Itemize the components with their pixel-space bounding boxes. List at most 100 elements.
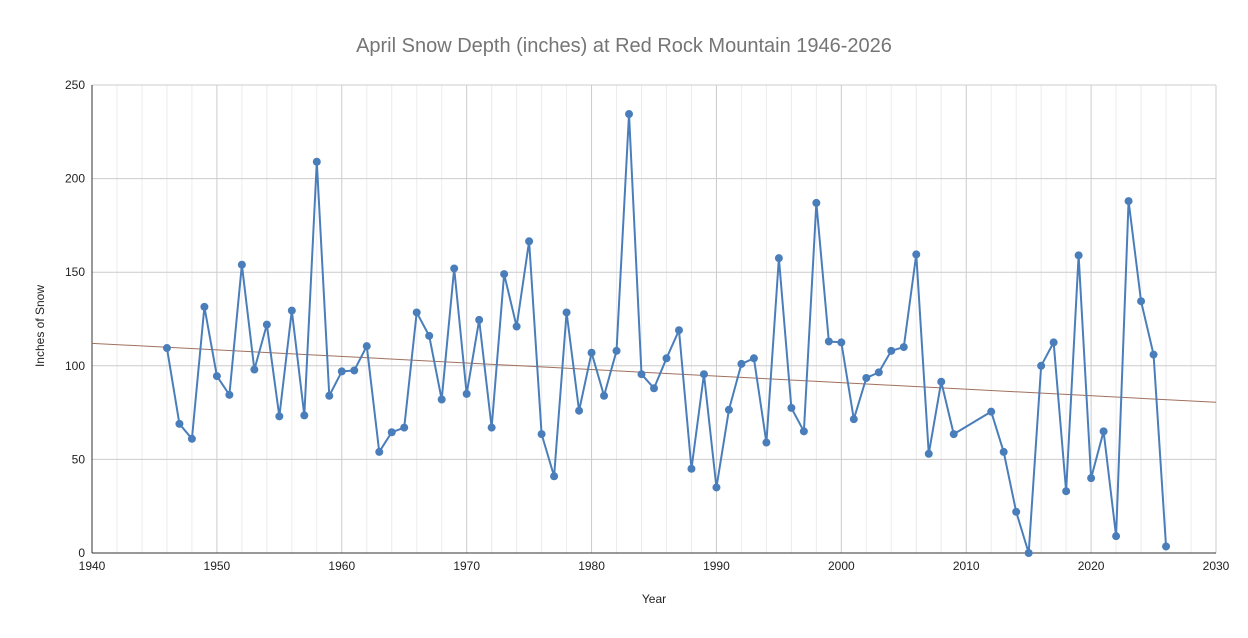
data-point-1951 bbox=[225, 390, 234, 399]
data-point-1952 bbox=[237, 260, 246, 269]
y-tick-label: 0 bbox=[78, 546, 85, 560]
data-point-2020 bbox=[1087, 474, 1096, 483]
data-point-1971 bbox=[475, 315, 484, 324]
data-point-1979 bbox=[575, 406, 584, 415]
chart-title: April Snow Depth (inches) at Red Rock Mo… bbox=[356, 35, 892, 57]
x-axis-label: Year bbox=[642, 592, 666, 606]
data-point-1997 bbox=[799, 427, 808, 436]
data-point-1950 bbox=[212, 372, 221, 381]
data-point-2006 bbox=[912, 250, 921, 259]
x-tick-label: 2000 bbox=[828, 559, 855, 573]
data-point-1968 bbox=[437, 395, 446, 404]
data-point-1964 bbox=[387, 428, 396, 437]
data-point-1954 bbox=[262, 320, 271, 329]
data-point-1974 bbox=[512, 322, 521, 331]
data-point-2016 bbox=[1037, 361, 1046, 370]
x-tick-label: 1980 bbox=[578, 559, 605, 573]
data-point-1978 bbox=[562, 308, 571, 317]
data-point-1966 bbox=[412, 308, 421, 317]
data-point-2003 bbox=[874, 368, 883, 377]
data-point-2026 bbox=[1162, 542, 1171, 551]
data-point-1987 bbox=[674, 326, 683, 335]
data-point-1962 bbox=[362, 342, 371, 351]
trend-line bbox=[91, 342, 1217, 403]
data-point-1953 bbox=[250, 365, 259, 374]
data-point-1986 bbox=[662, 354, 671, 363]
data-point-1990 bbox=[712, 483, 721, 492]
data-point-2007 bbox=[924, 449, 933, 458]
data-point-1959 bbox=[325, 391, 334, 400]
data-point-1970 bbox=[462, 389, 471, 398]
data-point-1980 bbox=[587, 348, 596, 357]
data-point-2004 bbox=[887, 346, 896, 355]
x-tick-label: 1970 bbox=[453, 559, 480, 573]
x-tick-label: 1990 bbox=[703, 559, 730, 573]
data-point-1994 bbox=[762, 438, 771, 447]
x-tick-label: 1960 bbox=[328, 559, 355, 573]
data-point-2023 bbox=[1124, 197, 1133, 206]
data-point-1976 bbox=[537, 430, 546, 439]
data-point-1991 bbox=[724, 405, 733, 414]
data-point-1993 bbox=[749, 354, 758, 363]
data-point-1989 bbox=[699, 370, 708, 379]
data-point-2018 bbox=[1062, 487, 1071, 496]
data-point-2022 bbox=[1112, 532, 1121, 541]
data-point-1982 bbox=[612, 346, 621, 355]
data-point-1972 bbox=[487, 423, 496, 432]
data-point-1992 bbox=[737, 359, 746, 368]
data-point-1973 bbox=[500, 270, 509, 279]
data-point-1957 bbox=[300, 411, 309, 420]
data-point-1975 bbox=[525, 237, 534, 246]
data-point-1983 bbox=[625, 110, 634, 119]
data-point-1961 bbox=[350, 366, 359, 375]
data-point-1946 bbox=[162, 344, 171, 353]
data-point-1948 bbox=[187, 434, 196, 443]
axes bbox=[91, 85, 1216, 554]
data-point-1949 bbox=[200, 302, 209, 311]
data-point-1947 bbox=[175, 419, 184, 428]
data-point-1963 bbox=[375, 447, 384, 456]
data-point-1981 bbox=[600, 391, 609, 400]
grid-lines bbox=[91, 84, 1217, 554]
x-tick-label: 1950 bbox=[204, 559, 231, 573]
data-point-1965 bbox=[400, 423, 409, 432]
y-axis-label: Inches of Snow bbox=[33, 285, 47, 367]
y-tick-label: 150 bbox=[65, 265, 85, 279]
data-point-1955 bbox=[275, 412, 284, 421]
x-tick-label: 2020 bbox=[1078, 559, 1105, 573]
data-point-2025 bbox=[1149, 350, 1158, 359]
data-points bbox=[162, 110, 1171, 557]
data-point-1960 bbox=[337, 367, 346, 376]
data-point-2017 bbox=[1049, 338, 1058, 347]
x-tick-label: 2010 bbox=[953, 559, 980, 573]
data-point-2012 bbox=[987, 407, 996, 416]
data-point-2024 bbox=[1137, 297, 1146, 306]
data-point-1984 bbox=[637, 370, 646, 379]
data-point-2009 bbox=[949, 430, 958, 439]
data-point-2001 bbox=[849, 415, 858, 424]
x-tick-labels: 1940 1950 1960 1970 1980 1990 2000 2010 2020 2030 bbox=[79, 559, 1230, 573]
data-point-1967 bbox=[425, 331, 434, 340]
y-tick-label: 100 bbox=[65, 359, 85, 373]
data-point-2015 bbox=[1024, 549, 1033, 557]
data-point-2002 bbox=[862, 373, 871, 382]
data-point-1956 bbox=[287, 306, 296, 315]
x-tick-label: 2030 bbox=[1203, 559, 1230, 573]
data-point-1969 bbox=[450, 264, 459, 273]
y-tick-label: 200 bbox=[65, 172, 85, 186]
data-point-2019 bbox=[1074, 251, 1083, 260]
data-point-2014 bbox=[1012, 507, 1021, 516]
y-tick-label: 50 bbox=[72, 452, 86, 466]
data-point-1998 bbox=[812, 198, 821, 207]
data-point-2008 bbox=[937, 377, 946, 386]
data-point-1958 bbox=[312, 157, 321, 166]
data-point-1996 bbox=[787, 403, 796, 412]
y-tick-labels: 0 50 100 150 200 250 bbox=[65, 78, 85, 560]
data-point-2013 bbox=[999, 447, 1008, 456]
data-point-1988 bbox=[687, 464, 696, 473]
data-point-1977 bbox=[550, 472, 559, 481]
data-point-1999 bbox=[824, 337, 833, 346]
data-point-1995 bbox=[774, 254, 783, 263]
y-tick-label: 250 bbox=[65, 78, 85, 92]
